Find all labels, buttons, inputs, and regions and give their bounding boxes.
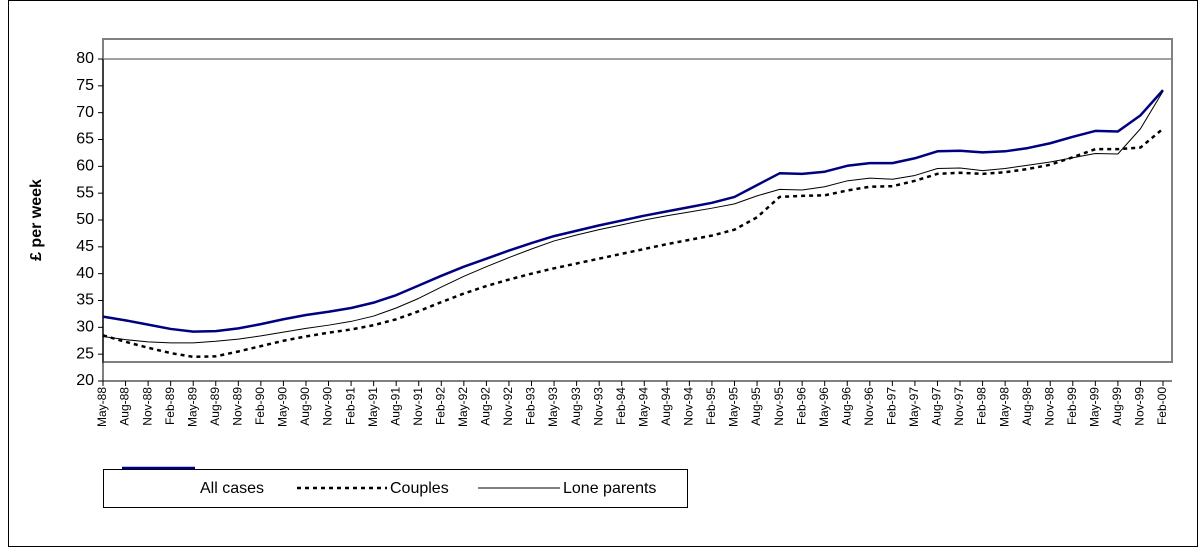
x-tick-label: Aug-91 xyxy=(388,387,402,426)
y-tick-label: 30 xyxy=(76,319,94,336)
x-tick-label: Nov-98 xyxy=(1042,387,1056,426)
x-tick-label: Nov-91 xyxy=(411,387,425,426)
x-tick-label: Nov-89 xyxy=(230,387,244,426)
y-tick-label: 70 xyxy=(76,104,94,121)
x-tick-label: Feb-95 xyxy=(704,387,718,425)
x-tick-label: Feb-89 xyxy=(163,387,177,425)
x-tick-label: May-89 xyxy=(185,387,199,427)
legend xyxy=(103,469,688,508)
x-tick-label: Feb-99 xyxy=(1065,387,1079,425)
x-tick-label: May-93 xyxy=(546,387,560,427)
chart-frame xyxy=(8,0,1198,547)
x-tick-label: Aug-90 xyxy=(298,387,312,426)
legend-label: Lone parents xyxy=(563,480,656,497)
y-tick-label: 45 xyxy=(76,238,94,255)
x-tick-label: May-98 xyxy=(997,387,1011,427)
y-tick-label: 65 xyxy=(76,131,94,148)
x-tick-label: May-95 xyxy=(727,387,741,427)
x-tick-label: Nov-96 xyxy=(862,387,876,426)
x-tick-label: May-97 xyxy=(907,387,921,427)
x-tick-label: Nov-90 xyxy=(321,387,335,426)
y-tick-label: 55 xyxy=(76,184,94,201)
y-tick-label: 25 xyxy=(76,345,94,362)
x-tick-label: May-94 xyxy=(636,387,650,427)
x-tick-label: Aug-95 xyxy=(749,387,763,426)
x-tick-label: Aug-93 xyxy=(569,387,583,426)
y-tick-label: 60 xyxy=(76,158,94,175)
x-tick-label: Feb-00 xyxy=(1155,387,1169,425)
legend-label: All cases xyxy=(200,480,264,497)
series-line xyxy=(102,127,1164,359)
x-tick-label: May-91 xyxy=(366,387,380,427)
x-tick-label: Aug-94 xyxy=(659,387,673,426)
x-tick-label: Nov-94 xyxy=(682,387,696,426)
x-tick-label: Nov-88 xyxy=(140,387,154,426)
x-tick-label: Feb-92 xyxy=(433,387,447,425)
y-tick-label: 40 xyxy=(76,265,94,282)
x-tick-label: Nov-92 xyxy=(501,387,515,426)
y-tick-label: 75 xyxy=(76,77,94,94)
x-tick-label: May-92 xyxy=(456,387,470,427)
y-tick-label: 35 xyxy=(76,292,94,309)
x-tick-label: Aug-97 xyxy=(930,387,944,426)
x-tick-label: Aug-96 xyxy=(839,387,853,426)
x-tick-label: Aug-88 xyxy=(118,387,132,426)
x-tick-label: Aug-92 xyxy=(479,387,493,426)
x-tick-label: Feb-91 xyxy=(343,387,357,425)
x-tick-label: Nov-99 xyxy=(1133,387,1147,426)
x-tick-label: Aug-98 xyxy=(1020,387,1034,426)
legend-label: Couples xyxy=(390,480,449,497)
x-tick-label: May-96 xyxy=(817,387,831,427)
x-tick-label: Nov-93 xyxy=(591,387,605,426)
x-tick-label: Aug-99 xyxy=(1110,387,1124,426)
series-line xyxy=(102,90,1164,344)
y-tick-label: 50 xyxy=(76,211,94,228)
x-tick-label: Feb-98 xyxy=(975,387,989,425)
x-tick-label: Aug-89 xyxy=(208,387,222,426)
x-tick-label: May-99 xyxy=(1088,387,1102,427)
y-axis-label: £ per week xyxy=(28,179,45,261)
x-tick-label: Nov-97 xyxy=(952,387,966,426)
y-tick-label: 20 xyxy=(76,372,94,389)
x-tick-label: May-90 xyxy=(276,387,290,427)
series-line xyxy=(102,89,1164,333)
x-tick-label: Feb-94 xyxy=(614,387,628,425)
x-tick-label: Feb-96 xyxy=(794,387,808,425)
y-tick-label: 80 xyxy=(76,50,94,67)
x-tick-label: Feb-93 xyxy=(524,387,538,425)
x-tick-label: May-88 xyxy=(95,387,109,427)
x-tick-label: Feb-97 xyxy=(885,387,899,425)
x-tick-label: Nov-95 xyxy=(772,387,786,426)
x-tick-label: Feb-90 xyxy=(253,387,267,425)
